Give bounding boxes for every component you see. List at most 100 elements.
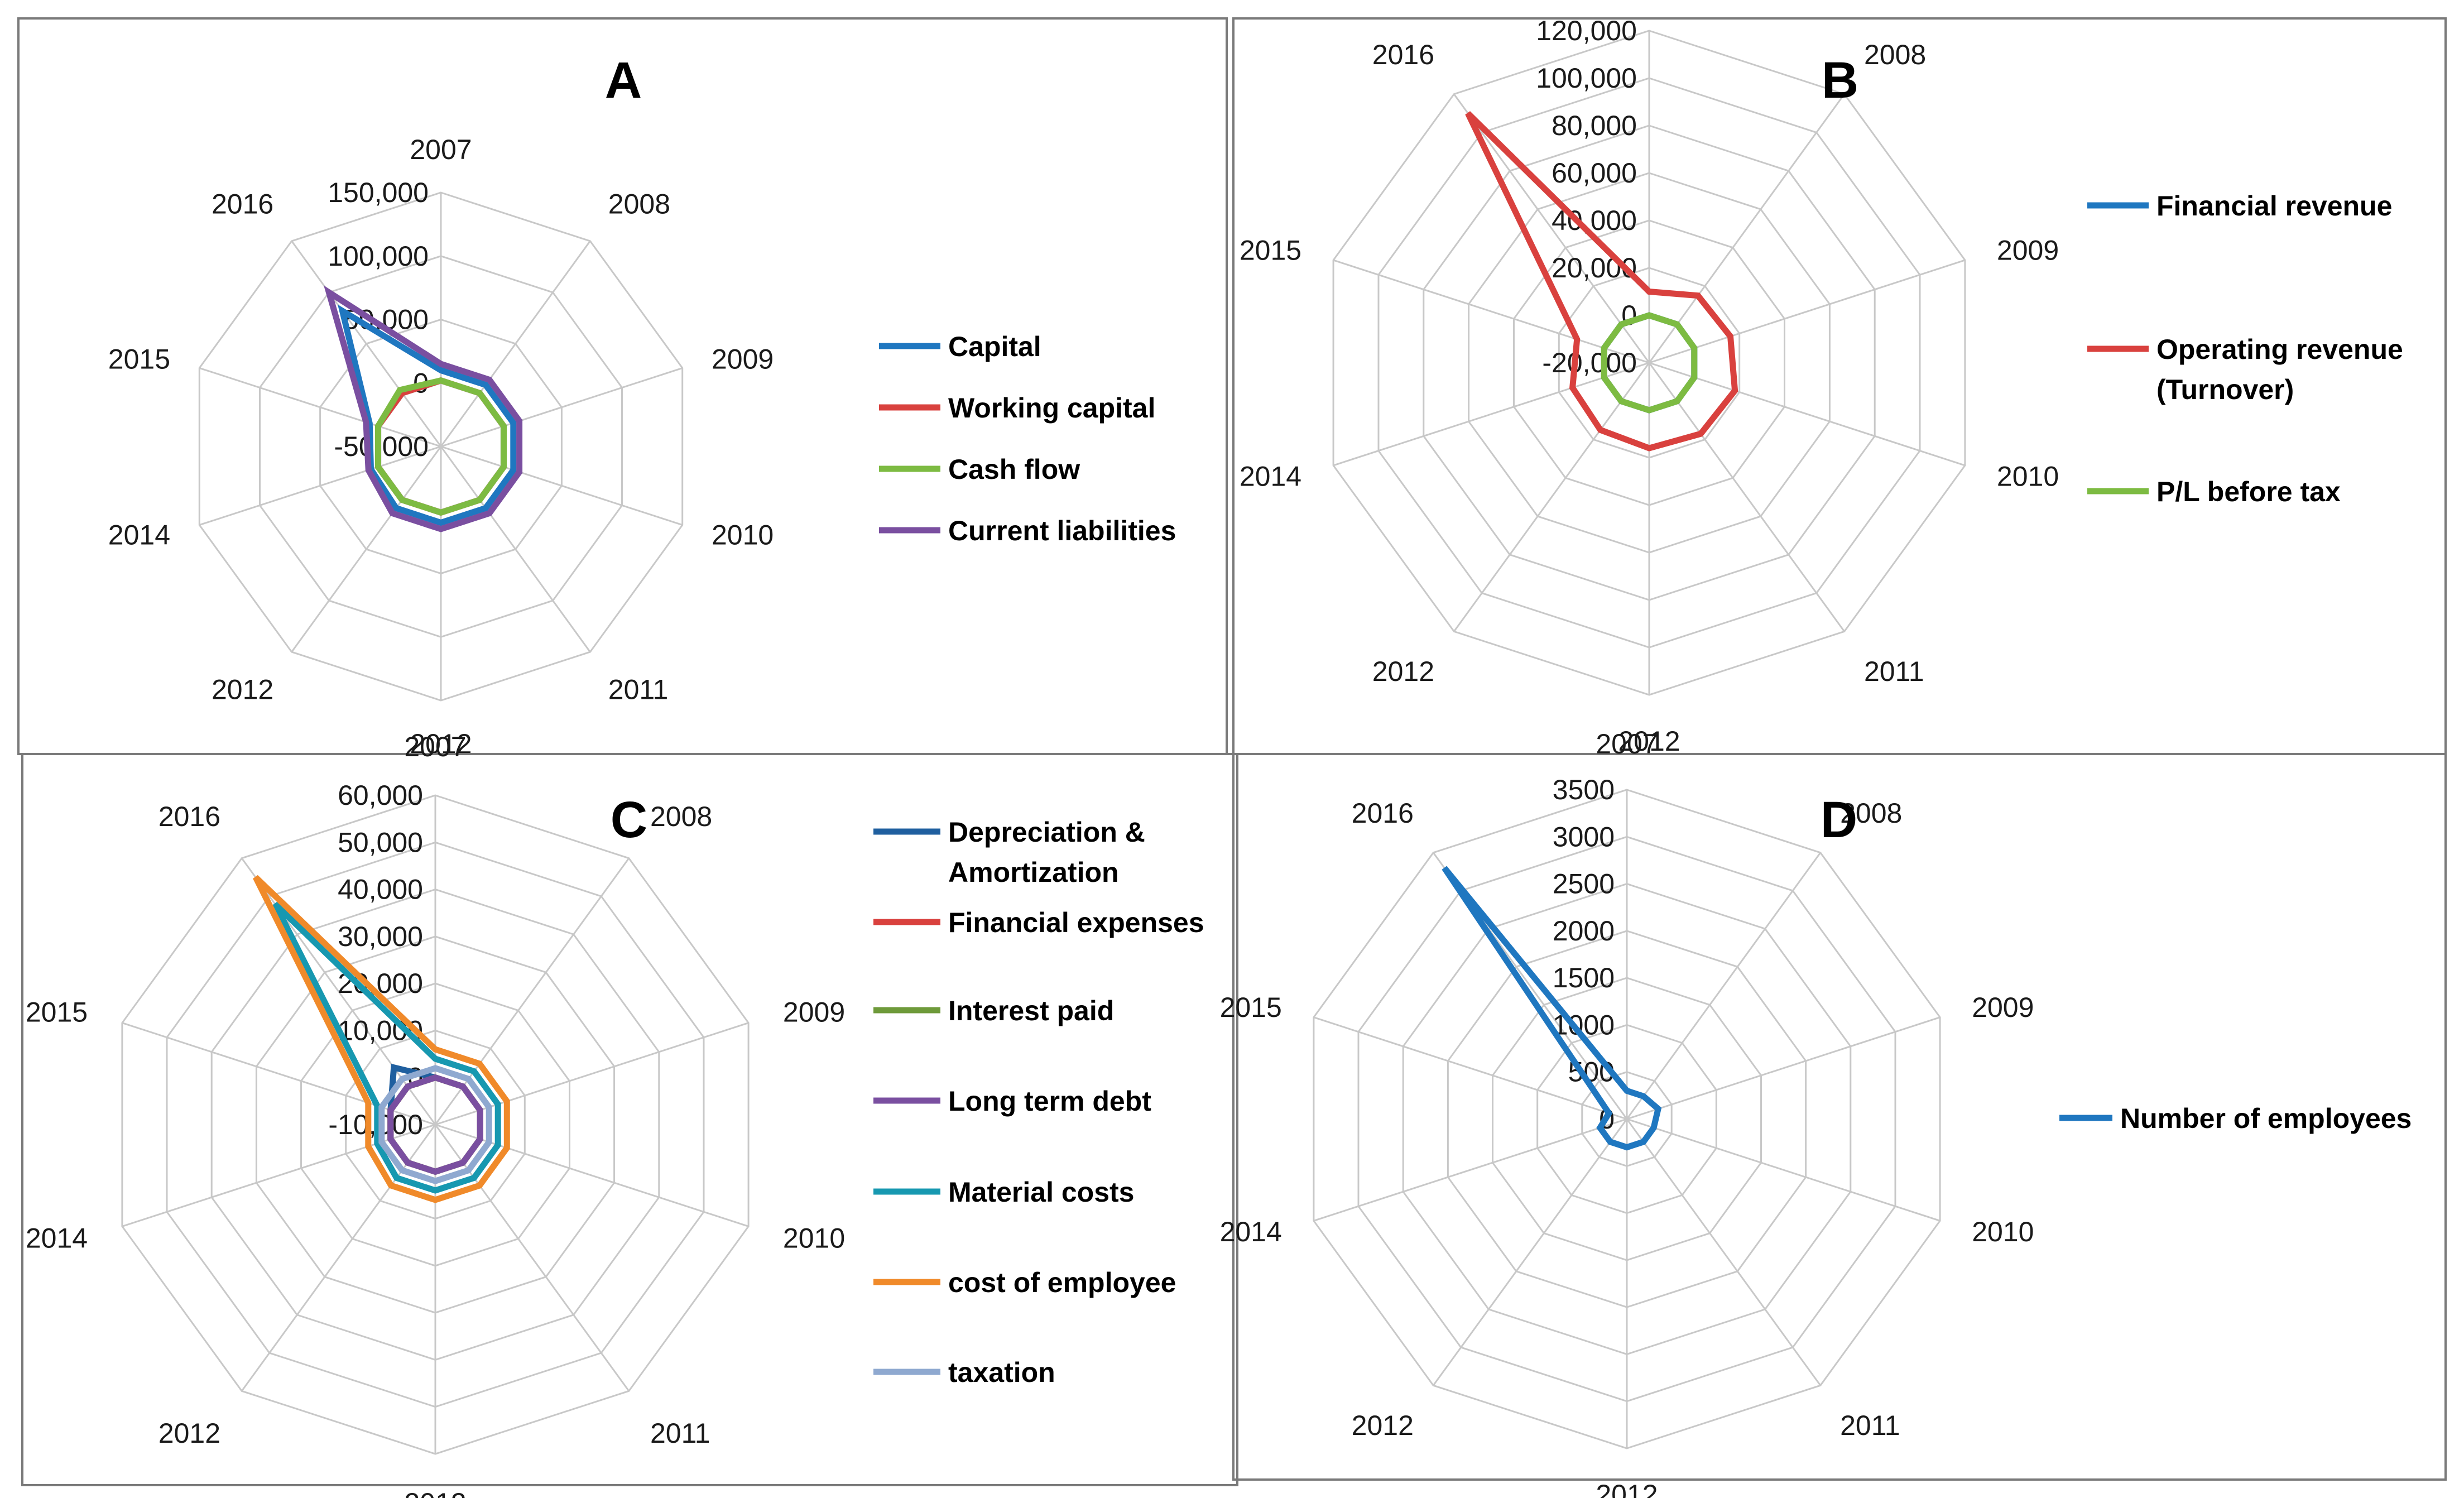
panel-d-legend-label: Number of employees: [2120, 1103, 2412, 1134]
panel-b-spoke: [1648, 362, 1845, 632]
panel-c-series-taxation: [378, 1065, 492, 1184]
panel-c-category-label: 2009: [783, 997, 845, 1028]
panel-d-category-label: 2007: [1596, 728, 1658, 760]
panel-c-category-label: 2011: [650, 1418, 710, 1449]
panel-b-category-label: 2015: [1240, 235, 1301, 266]
panel-b-spoke: [1453, 362, 1650, 632]
panel-d-spoke: [1313, 1118, 1627, 1222]
panel-d-series-number-of-employees: [1442, 866, 1662, 1151]
panel-a-category-label: 2011: [608, 674, 669, 705]
panel-c-legend-label: Material costs: [948, 1177, 1134, 1208]
panel-b-legend: Financial revenue Operating revenue (Turno…: [2087, 190, 2403, 507]
panel-b-category-label: 2007: [1618, 0, 1680, 1]
panel-a-legend-label: Current liabilities: [948, 515, 1176, 546]
panel-d-spoke: [1626, 1118, 1822, 1386]
panel-d-category-label: 2009: [1972, 992, 2034, 1023]
panel-b-tick-label: 100,000: [1536, 63, 1637, 94]
panel-b-tick-label: 60,000: [1552, 157, 1637, 189]
panel-c-series: [253, 875, 510, 1203]
panel-b-tick-label: 80,000: [1552, 110, 1637, 141]
panel-a-spoke: [440, 367, 683, 448]
panel-c-category-label: 2012: [404, 1487, 466, 1498]
panel-c-category-label: 2007: [404, 731, 466, 762]
panel-a-grid: [198, 191, 684, 702]
panel-b-spoke: [1649, 259, 1966, 364]
panel-d-category-label: 2008: [1840, 798, 1902, 829]
panel-a-spoke: [199, 367, 441, 448]
panel-c-category-label: 2015: [26, 997, 88, 1028]
panel-d-spoke: [1313, 1016, 1627, 1120]
panel-c-category-label: 2016: [158, 801, 220, 832]
panel-c-legend-label: Long term debt: [948, 1086, 1151, 1117]
panel-b-category-label: 2012: [1618, 726, 1680, 757]
panel-b-tick-label: -20,000: [1542, 347, 1637, 378]
panel-b: 2007 2008 2009 2010 2011 2012 2012 2014 2015 2016…: [1232, 0, 2447, 757]
panel-c-legend-label: cost of employee: [948, 1267, 1176, 1298]
panel-a-legend-label: Capital: [948, 331, 1041, 362]
panel-a-category-label: 2007: [410, 134, 472, 165]
panel-b-category-label: 2016: [1372, 39, 1434, 70]
panel-a-series: [324, 285, 523, 532]
panel-a-series-current-liabilities: [324, 285, 523, 532]
panel-d-category-labels: 2007 2008 2009 2010 2011 2012 2012 2014 2015 2016: [1220, 728, 2034, 1498]
panel-d-category-label: 2010: [1972, 1216, 2034, 1247]
panel-d-spoke: [1626, 852, 1822, 1120]
panel-b-series-p-l-before-tax: [1601, 312, 1698, 414]
panel-d-tick-label: 3000: [1553, 821, 1615, 852]
panel-a-spoke: [440, 445, 683, 526]
panel-b-legend-label: Operating revenue (Turnover): [2156, 334, 2403, 405]
panel-c-series-long-term-debt: [387, 1074, 483, 1175]
panel-b-category-label: 2011: [1864, 656, 1924, 687]
panel-c-category-label: 2012: [158, 1418, 220, 1449]
panel-b-legend-label: P/L before tax: [2156, 476, 2341, 507]
panel-a-spoke: [440, 446, 591, 652]
panel-c-frame: [21, 753, 1238, 1486]
panel-d-category-label: 2016: [1352, 798, 1414, 829]
panel-d-spoke: [1432, 1118, 1628, 1386]
panel-b-spoke: [1648, 93, 1845, 363]
panel-c-legend-label: Financial expenses: [948, 907, 1204, 938]
panel-d-tick-label: 2000: [1553, 915, 1615, 947]
panel-b-series-operating-revenue-turnover: [1465, 111, 1738, 452]
panel-a-category-label: 2008: [608, 188, 670, 219]
panel-a-legend: Capital Working capital Cash flow Current l…: [879, 331, 1176, 546]
panel-c: 2007 2008 2009 2010 2011 2012 2012 2014 2015 2016…: [21, 731, 1238, 1498]
panel-a-category-label: 2016: [212, 188, 273, 219]
panel-d-legend: Number of employees: [2059, 1103, 2412, 1134]
panel-b-category-label: 2014: [1240, 460, 1301, 492]
panel-a-title: A: [605, 52, 642, 109]
panel-c-category-labels: 2007 2008 2009 2010 2011 2012 2012 2014 2015 2016: [26, 731, 845, 1498]
panel-b-category-label: 2009: [1997, 235, 2059, 266]
panel-c-category-label: 2008: [650, 801, 712, 832]
panel-c-category-label: 2010: [783, 1222, 845, 1254]
panel-c-tick-label: 40,000: [338, 874, 423, 905]
panel-b-tick-labels: -20,000020,00040,00060,00080,000100,0001…: [1536, 15, 1637, 378]
panel-a-category-label: 2012: [212, 674, 273, 705]
panel-c-title: C: [611, 791, 647, 848]
panel-d-title: D: [1821, 791, 1857, 848]
panel-b-category-labels: 2007 2008 2009 2010 2011 2012 2012 2014 2015 2016: [1240, 0, 2059, 757]
panel-c-tick-label: 30,000: [338, 921, 423, 952]
panel-a-category-label: 2010: [712, 520, 774, 551]
panel-a-spoke: [440, 241, 591, 447]
panel-c-grid: [121, 794, 750, 1455]
panel-a-spoke: [291, 446, 442, 652]
panel-a-legend-label: Cash flow: [948, 454, 1080, 485]
panel-a-category-label: 2015: [108, 343, 170, 374]
panel-d-tick-label: 1500: [1553, 962, 1615, 993]
panel-b-spoke: [1453, 93, 1650, 363]
panel-c-tick-label: 50,000: [338, 827, 423, 858]
panel-b-category-label: 2012: [1372, 656, 1434, 687]
panel-d-category-label: 2011: [1840, 1410, 1900, 1441]
panel-d-category-label: 2014: [1220, 1216, 1282, 1247]
panel-b-series: [1465, 111, 1738, 452]
panel-b-category-label: 2010: [1997, 460, 2059, 492]
panel-b-spoke: [1333, 259, 1650, 364]
panel-b-legend-label: Financial revenue: [2156, 190, 2392, 222]
panel-b-category-label: 2008: [1864, 39, 1926, 70]
panel-d-grid: [1313, 789, 1941, 1449]
panel-c-legend-label: Interest paid: [948, 995, 1114, 1026]
panel-d-spoke: [1626, 1016, 1941, 1120]
